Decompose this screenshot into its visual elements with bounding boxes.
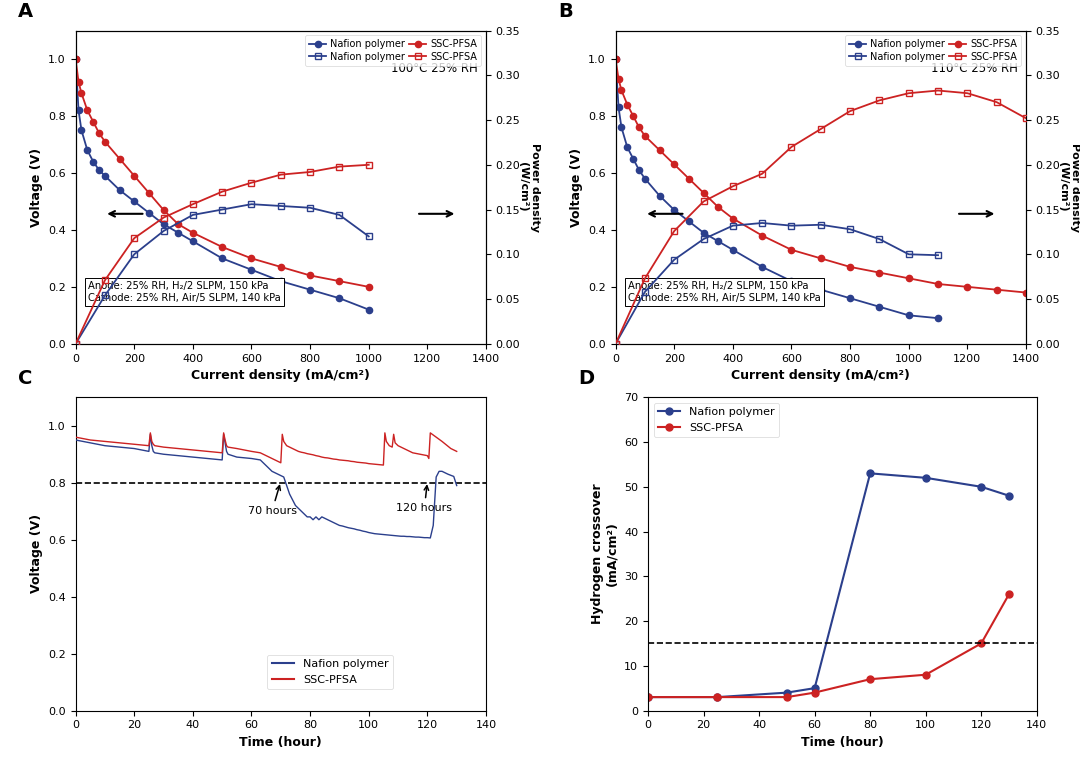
X-axis label: Time (hour): Time (hour) — [240, 736, 322, 749]
Text: 110°C 25% RH: 110°C 25% RH — [931, 62, 1017, 75]
Legend: Nafion polymer, Nafion polymer, SSC-PFSA, SSC-PFSA: Nafion polymer, Nafion polymer, SSC-PFSA… — [845, 35, 1021, 66]
Y-axis label: Power density
(W/cm²): Power density (W/cm²) — [1058, 143, 1080, 231]
Y-axis label: Voltage (V): Voltage (V) — [29, 514, 42, 594]
Y-axis label: Voltage (V): Voltage (V) — [29, 147, 42, 227]
Text: Anode: 25% RH, H₂/2 SLPM, 150 kPa
Cathode: 25% RH, Air/5 SLPM, 140 kPa: Anode: 25% RH, H₂/2 SLPM, 150 kPa Cathod… — [87, 281, 281, 303]
Legend: Nafion polymer, Nafion polymer, SSC-PFSA, SSC-PFSA: Nafion polymer, Nafion polymer, SSC-PFSA… — [305, 35, 481, 66]
Y-axis label: Power density
(W/cm²): Power density (W/cm²) — [518, 143, 540, 231]
Text: 100°C 25% RH: 100°C 25% RH — [391, 62, 477, 75]
Text: D: D — [578, 369, 594, 388]
Y-axis label: Voltage (V): Voltage (V) — [569, 147, 582, 227]
Text: 120 hours: 120 hours — [396, 486, 453, 513]
Y-axis label: Hydrogen crossover
(mA/cm²): Hydrogen crossover (mA/cm²) — [591, 484, 619, 624]
Text: A: A — [18, 2, 33, 21]
X-axis label: Current density (mA/cm²): Current density (mA/cm²) — [191, 369, 370, 382]
X-axis label: Time (hour): Time (hour) — [801, 736, 883, 749]
Text: B: B — [558, 2, 572, 21]
X-axis label: Current density (mA/cm²): Current density (mA/cm²) — [731, 369, 910, 382]
Text: 70 hours: 70 hours — [247, 486, 297, 516]
Legend: Nafion polymer, SSC-PFSA: Nafion polymer, SSC-PFSA — [653, 403, 779, 437]
Text: C: C — [18, 369, 32, 388]
Text: Anode: 25% RH, H₂/2 SLPM, 150 kPa
Cathode: 25% RH, Air/5 SLPM, 140 kPa: Anode: 25% RH, H₂/2 SLPM, 150 kPa Cathod… — [627, 281, 821, 303]
Legend: Nafion polymer, SSC-PFSA: Nafion polymer, SSC-PFSA — [267, 655, 393, 689]
